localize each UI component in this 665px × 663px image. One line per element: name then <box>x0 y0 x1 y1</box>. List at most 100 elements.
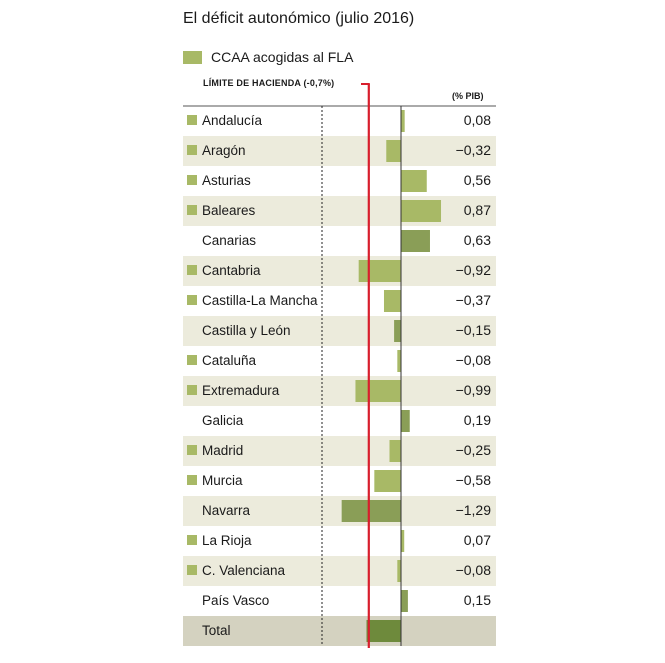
row-band <box>183 316 496 346</box>
row-label: Galicia <box>202 413 244 428</box>
table-row: Aragón −0,32 <box>183 136 496 166</box>
table-row: País Vasco 0,15 <box>183 586 496 616</box>
row-label: Castilla y León <box>202 323 291 338</box>
fla-marker <box>187 145 197 155</box>
row-band <box>183 556 496 586</box>
bar <box>401 200 442 222</box>
row-label: Baleares <box>202 203 256 218</box>
fla-marker <box>187 565 197 575</box>
bar <box>358 260 401 282</box>
data-label: 0,07 <box>463 532 491 548</box>
reference-line-label: LÍMITE DE HACIENDA (-0,7%) <box>203 78 335 88</box>
table-row: Castilla y León −0,15 <box>183 316 496 346</box>
data-label: −0,15 <box>455 322 491 338</box>
bar <box>394 320 401 342</box>
fla-marker <box>187 265 197 275</box>
bar <box>401 170 427 192</box>
bar <box>397 350 401 372</box>
row-label: Cataluña <box>202 353 257 368</box>
data-label: 0,19 <box>463 412 491 428</box>
bar <box>386 140 401 162</box>
bar <box>401 230 430 252</box>
table-row: Asturias 0,56 <box>183 166 496 196</box>
fla-marker <box>187 115 197 125</box>
data-label: −0,25 <box>455 442 491 458</box>
data-label: 0,15 <box>463 592 491 608</box>
row-label: Murcia <box>202 473 243 488</box>
fla-marker <box>187 475 197 485</box>
data-label: −0,99 <box>455 382 491 398</box>
unit-label: (% PIB) <box>452 91 484 101</box>
data-label: −0,37 <box>455 292 491 308</box>
row-band <box>183 136 496 166</box>
row-label: Aragón <box>202 143 246 158</box>
bar <box>401 410 410 432</box>
row-label: Total <box>202 623 231 638</box>
row-band <box>183 256 496 286</box>
row-label: Navarra <box>202 503 251 518</box>
data-label: −0,08 <box>455 352 491 368</box>
row-label: Andalucía <box>202 113 263 128</box>
row-band <box>183 616 496 646</box>
table-row: Baleares 0,87 <box>183 196 496 226</box>
bar <box>401 110 405 132</box>
table-row: Canarias 0,63 <box>183 226 496 256</box>
data-label: 0,63 <box>463 232 491 248</box>
legend-swatch <box>183 50 202 64</box>
row-band <box>183 436 496 466</box>
data-label: −0,92 <box>455 262 491 278</box>
table-row: Cataluña −0,08 <box>183 346 496 376</box>
data-label: −0,08 <box>455 562 491 578</box>
fla-marker <box>187 355 197 365</box>
row-label: Castilla-La Mancha <box>202 293 318 308</box>
chart-rows: Andalucía 0,08 Aragón −0,32 Asturias 0,56 Bale… <box>183 106 496 646</box>
fla-marker <box>187 175 197 185</box>
table-row: Navarra −1,29 <box>183 496 496 526</box>
data-label: 0,08 <box>463 112 491 128</box>
row-label: C. Valenciana <box>202 563 286 578</box>
data-label: −0,58 <box>455 472 491 488</box>
fla-marker <box>187 295 197 305</box>
bar <box>401 530 405 552</box>
fla-marker <box>187 385 197 395</box>
table-row: Extremadura −0,99 <box>183 376 496 406</box>
row-band <box>183 496 496 526</box>
data-label: −0,32 <box>455 142 491 158</box>
table-row: La Rioja 0,07 <box>183 526 496 556</box>
row-label: Extremadura <box>202 383 280 398</box>
row-label: País Vasco <box>202 593 270 608</box>
data-label: 0,87 <box>463 202 491 218</box>
fla-marker <box>187 445 197 455</box>
chart-title: El déficit autonómico (julio 2016) <box>183 10 415 27</box>
table-row: Cantabria −0,92 <box>183 256 496 286</box>
table-row: Castilla-La Mancha −0,37 <box>183 286 496 316</box>
row-label: La Rioja <box>202 533 252 548</box>
row-band <box>183 376 496 406</box>
bar <box>401 590 408 612</box>
legend-label: CCAA acogidas al FLA <box>211 49 354 65</box>
bar <box>397 560 401 582</box>
data-label: −1,29 <box>455 502 491 518</box>
table-row: Galicia 0,19 <box>183 406 496 436</box>
table-row: C. Valenciana −0,08 <box>183 556 496 586</box>
table-row: Murcia −0,58 <box>183 466 496 496</box>
table-row: Andalucía 0,08 <box>183 106 496 136</box>
total-row: Total <box>183 616 496 646</box>
bar <box>389 440 401 462</box>
legend: CCAA acogidas al FLA <box>183 49 353 65</box>
bar <box>383 290 401 312</box>
fla-marker <box>187 535 197 545</box>
row-band <box>183 196 496 226</box>
row-label: Asturias <box>202 173 251 188</box>
bar <box>374 470 401 492</box>
data-label: 0,56 <box>463 172 491 188</box>
bar <box>341 500 401 522</box>
bar <box>355 380 401 402</box>
row-label: Canarias <box>202 233 257 248</box>
row-label: Madrid <box>202 443 244 458</box>
fla-marker <box>187 205 197 215</box>
table-row: Madrid −0,25 <box>183 436 496 466</box>
total-bar <box>366 620 401 642</box>
row-label: Cantabria <box>202 263 261 278</box>
